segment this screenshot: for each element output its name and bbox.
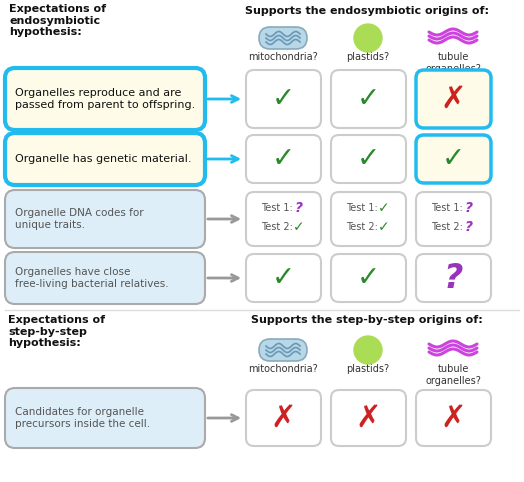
FancyBboxPatch shape (331, 254, 406, 302)
Text: Expectations of
endosymbiotic
hypothesis:: Expectations of endosymbiotic hypothesis… (9, 4, 106, 37)
Text: Test 2:: Test 2: (261, 222, 293, 232)
FancyBboxPatch shape (246, 135, 321, 183)
FancyBboxPatch shape (416, 70, 491, 128)
FancyBboxPatch shape (5, 190, 205, 248)
Text: tubule
organelles?: tubule organelles? (425, 364, 481, 386)
Text: ✓: ✓ (271, 264, 294, 292)
Text: Test 2:: Test 2: (346, 222, 378, 232)
FancyBboxPatch shape (246, 254, 321, 302)
Text: ✓: ✓ (356, 85, 379, 113)
FancyBboxPatch shape (416, 135, 491, 183)
Text: ?: ? (295, 201, 303, 215)
FancyBboxPatch shape (416, 390, 491, 446)
Text: Candidates for organelle
precursors inside the cell.: Candidates for organelle precursors insi… (15, 407, 150, 429)
Text: Test 1:: Test 1: (261, 203, 293, 213)
Text: ✓: ✓ (356, 264, 379, 292)
Circle shape (354, 24, 382, 52)
Text: ?: ? (465, 201, 473, 215)
Text: Supports the endosymbiotic origins of:: Supports the endosymbiotic origins of: (245, 6, 489, 16)
FancyBboxPatch shape (331, 390, 406, 446)
Circle shape (354, 336, 382, 364)
FancyBboxPatch shape (331, 135, 406, 183)
FancyBboxPatch shape (5, 388, 205, 448)
Text: Test 1:: Test 1: (431, 203, 463, 213)
FancyBboxPatch shape (246, 192, 321, 246)
Text: plastids?: plastids? (346, 52, 389, 62)
Text: ✓: ✓ (441, 145, 465, 173)
Text: Organelles reproduce and are
passed from parent to offspring.: Organelles reproduce and are passed from… (15, 88, 195, 110)
Text: tubule
organelles?: tubule organelles? (425, 52, 481, 74)
Text: ✓: ✓ (378, 201, 390, 215)
Text: Expectations of
step-by-step
hypothesis:: Expectations of step-by-step hypothesis: (8, 315, 105, 348)
Text: Organelles have close
free-living bacterial relatives.: Organelles have close free-living bacter… (15, 267, 169, 289)
FancyBboxPatch shape (259, 27, 307, 49)
Text: plastids?: plastids? (346, 364, 389, 374)
Text: ✓: ✓ (271, 145, 294, 173)
Text: ✗: ✗ (355, 403, 381, 432)
FancyBboxPatch shape (416, 192, 491, 246)
Text: ✗: ✗ (440, 403, 466, 432)
Text: Test 2:: Test 2: (431, 222, 463, 232)
Text: Organelle DNA codes for
unique traits.: Organelle DNA codes for unique traits. (15, 208, 144, 230)
FancyBboxPatch shape (5, 68, 205, 130)
Text: Test 1:: Test 1: (346, 203, 378, 213)
Text: mitochondria?: mitochondria? (248, 52, 318, 62)
Text: ✗: ✗ (270, 403, 296, 432)
Text: Organelle has genetic material.: Organelle has genetic material. (15, 154, 191, 164)
FancyBboxPatch shape (5, 252, 205, 304)
Text: ✗: ✗ (440, 84, 466, 113)
Text: ✓: ✓ (378, 220, 390, 234)
Text: Supports the step-by-step origins of:: Supports the step-by-step origins of: (251, 315, 483, 325)
Text: mitochondria?: mitochondria? (248, 364, 318, 374)
Text: ✓: ✓ (356, 145, 379, 173)
FancyBboxPatch shape (246, 390, 321, 446)
FancyBboxPatch shape (416, 254, 491, 302)
Text: ?: ? (465, 220, 473, 234)
FancyBboxPatch shape (246, 70, 321, 128)
FancyBboxPatch shape (331, 70, 406, 128)
Text: ✓: ✓ (271, 85, 294, 113)
FancyBboxPatch shape (331, 192, 406, 246)
FancyBboxPatch shape (259, 339, 307, 361)
Text: ✓: ✓ (293, 220, 305, 234)
FancyBboxPatch shape (5, 133, 205, 185)
Text: ?: ? (443, 262, 463, 295)
